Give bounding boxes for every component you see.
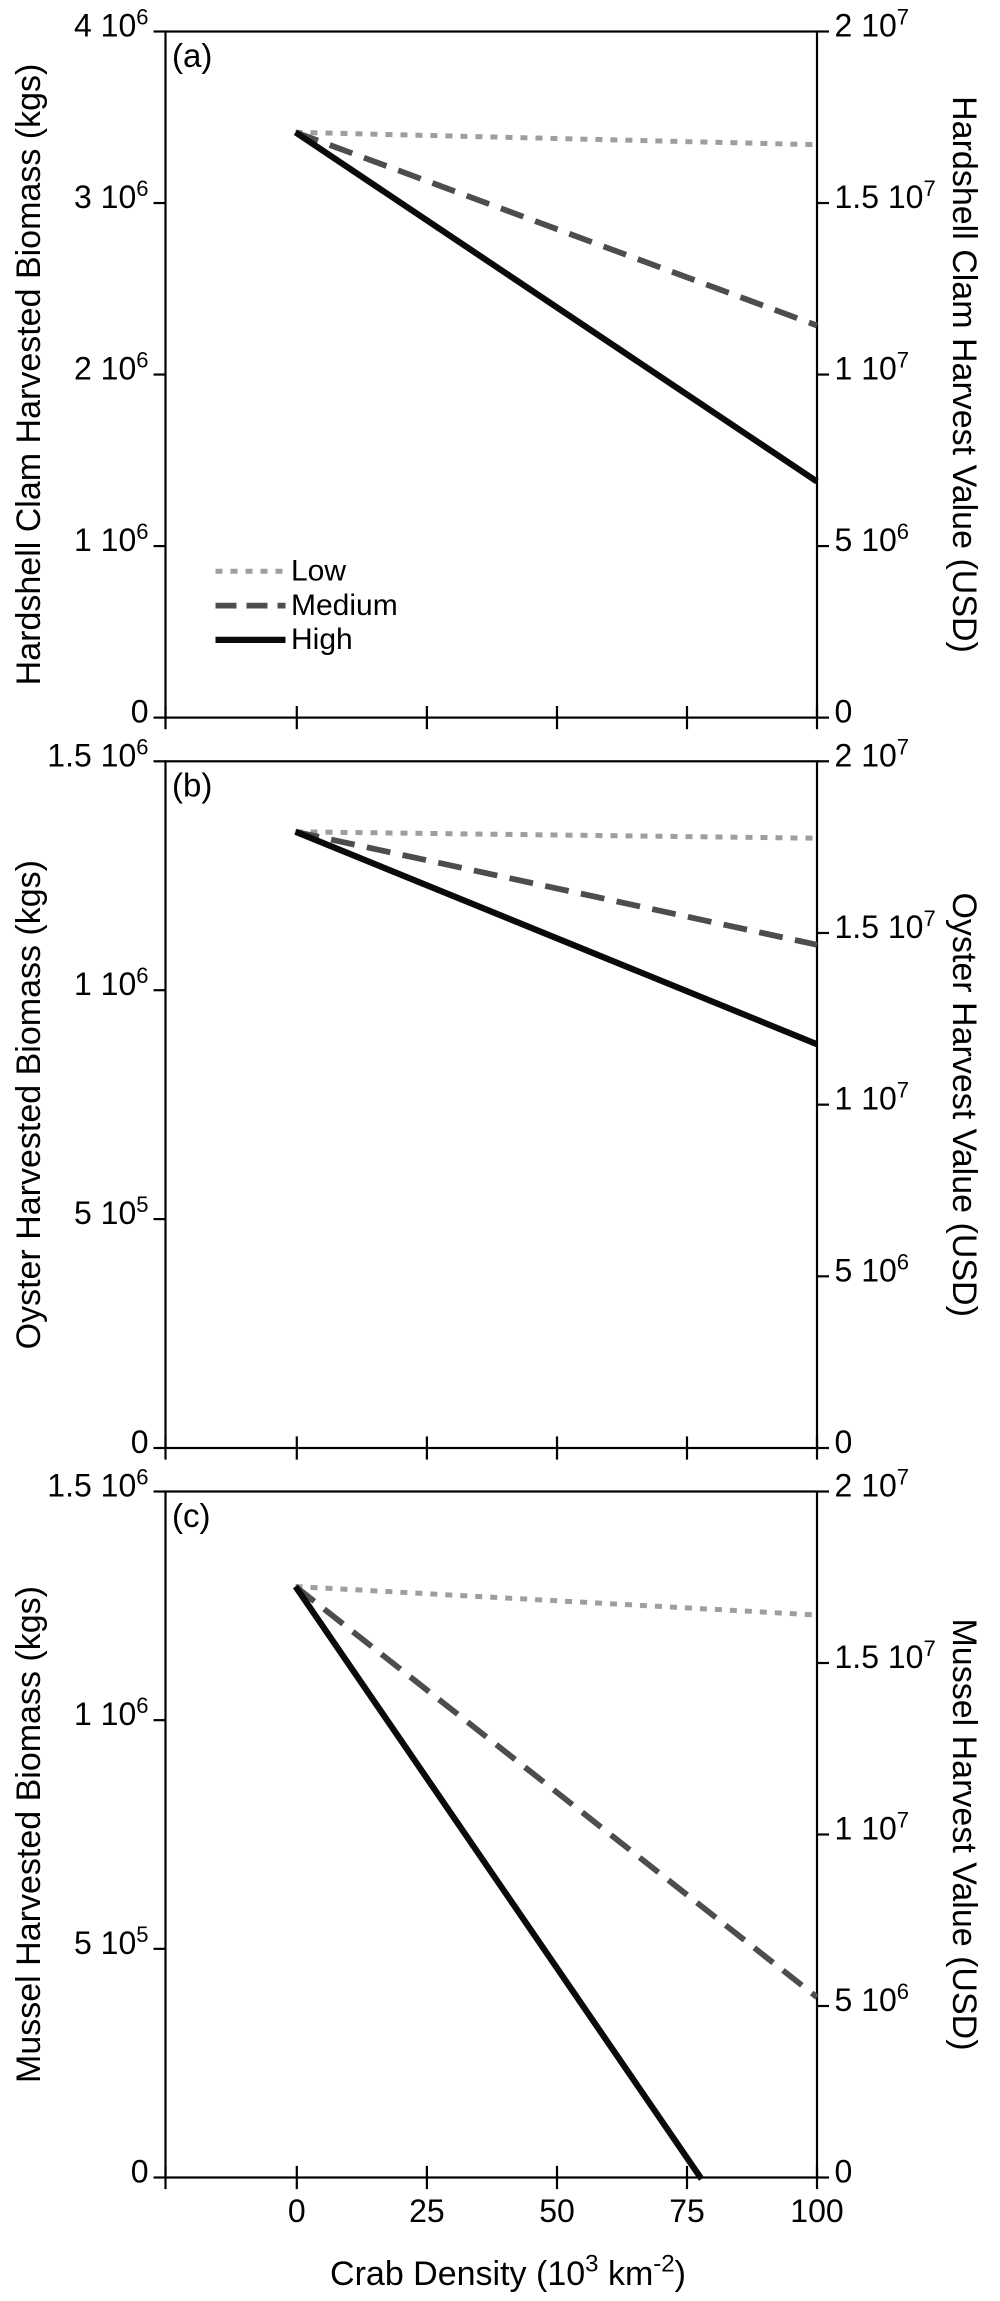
svg-text:1 107: 1 107 [835, 1078, 910, 1117]
svg-text:Oyster Harvested Biomass (kgs): Oyster Harvested Biomass (kgs) [10, 860, 48, 1349]
svg-text:2 107: 2 107 [835, 734, 910, 773]
svg-text:1 106: 1 106 [74, 519, 149, 558]
svg-text:2 107: 2 107 [835, 5, 910, 44]
svg-text:5 106: 5 106 [835, 1249, 910, 1288]
svg-text:Hardshell Clam Harvested Bioma: Hardshell Clam Harvested Biomass (kgs) [10, 64, 48, 686]
svg-text:25: 25 [409, 2193, 445, 2229]
svg-text:Low: Low [291, 555, 346, 588]
svg-text:0: 0 [288, 2193, 306, 2229]
svg-text:5 105: 5 105 [74, 1192, 149, 1231]
svg-text:0: 0 [131, 694, 149, 730]
svg-text:1 106: 1 106 [74, 963, 149, 1002]
svg-text:(c): (c) [172, 1497, 210, 1534]
svg-text:High: High [291, 623, 353, 656]
svg-text:100: 100 [790, 2193, 843, 2229]
svg-text:Mussel Harvested Biomass (kgs): Mussel Harvested Biomass (kgs) [10, 1586, 48, 2083]
svg-text:0: 0 [835, 2154, 853, 2190]
svg-text:2 107: 2 107 [835, 1465, 910, 1504]
svg-text:(a): (a) [172, 37, 212, 74]
svg-text:50: 50 [539, 2193, 575, 2229]
svg-text:1.5 107: 1.5 107 [835, 906, 936, 945]
svg-text:5 106: 5 106 [835, 519, 910, 558]
svg-text:1.5 107: 1.5 107 [835, 176, 936, 215]
svg-text:1 107: 1 107 [835, 348, 910, 387]
svg-text:0: 0 [835, 694, 853, 730]
svg-text:1.5 106: 1.5 106 [47, 1465, 148, 1504]
svg-text:Medium: Medium [291, 589, 398, 622]
svg-text:4 106: 4 106 [74, 5, 149, 44]
svg-text:1.5 107: 1.5 107 [835, 1636, 936, 1675]
svg-text:(b): (b) [172, 767, 212, 804]
svg-text:2 106: 2 106 [74, 348, 149, 387]
svg-text:1 107: 1 107 [835, 1808, 910, 1847]
svg-text:0: 0 [835, 1424, 853, 1460]
svg-text:5 105: 5 105 [74, 1922, 149, 1961]
svg-text:1 106: 1 106 [74, 1693, 149, 1732]
svg-text:Crab Density (103 km-2): Crab Density (103 km-2) [330, 2251, 686, 2294]
svg-text:75: 75 [669, 2193, 705, 2229]
svg-text:3 106: 3 106 [74, 176, 149, 215]
svg-text:Oyster Harvest Value (USD): Oyster Harvest Value (USD) [945, 892, 983, 1316]
svg-text:5 106: 5 106 [835, 1979, 910, 2018]
svg-text:1.5 106: 1.5 106 [47, 734, 148, 773]
svg-text:Hardshell Clam Harvest Value (: Hardshell Clam Harvest Value (USD) [945, 96, 983, 653]
svg-text:0: 0 [131, 2154, 149, 2190]
svg-text:0: 0 [131, 1424, 149, 1460]
svg-text:Mussel Harvest Value (USD): Mussel Harvest Value (USD) [945, 1618, 983, 2050]
